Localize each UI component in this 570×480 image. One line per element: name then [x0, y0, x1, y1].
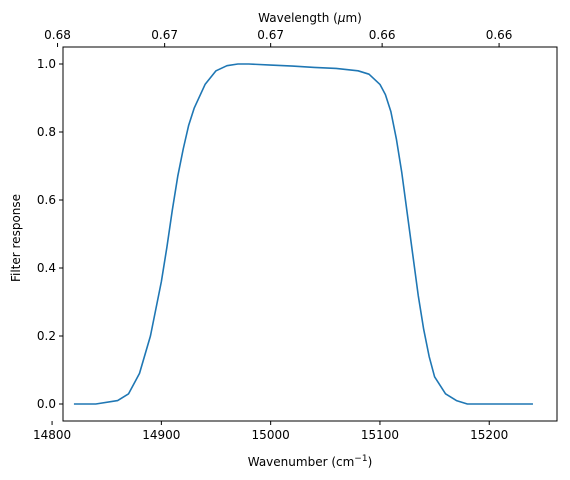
x-tick-label: 15200	[470, 428, 508, 442]
y-tick-label: 0.0	[37, 397, 56, 411]
y-tick-label: 0.8	[37, 125, 56, 139]
plot-area	[62, 46, 558, 422]
x-axis-ticks: 14800 14900 15000 15100 15200	[33, 421, 508, 442]
plot-frame	[62, 46, 558, 422]
y-axis-ticks: 0.0 0.2 0.4 0.6 0.8 1.0	[37, 57, 63, 411]
top-tick-label: 0.66	[369, 28, 396, 42]
top-axis-ticks: 0.68 0.67 0.67 0.66 0.66	[44, 28, 512, 47]
y-tick-label: 0.2	[37, 329, 56, 343]
x-tick-label: 14800	[33, 428, 71, 442]
y-tick-label: 0.6	[37, 193, 56, 207]
x-tick-label: 15100	[361, 428, 399, 442]
top-tick-label: 0.67	[257, 28, 284, 42]
top-tick-label: 0.68	[44, 28, 71, 42]
top-tick-label: 0.66	[486, 28, 513, 42]
series-line-0	[73, 63, 533, 405]
y-axis-title: Filter response	[9, 194, 23, 282]
top-axis-title: Wavelength (μm)	[258, 11, 362, 25]
x-tick-label: 15000	[252, 428, 290, 442]
x-tick-label: 14900	[142, 428, 180, 442]
top-tick-label: 0.67	[151, 28, 178, 42]
x-axis-title: Wavenumber (cm−1)	[248, 454, 373, 469]
y-tick-label: 1.0	[37, 57, 56, 71]
y-tick-label: 0.4	[37, 261, 56, 275]
